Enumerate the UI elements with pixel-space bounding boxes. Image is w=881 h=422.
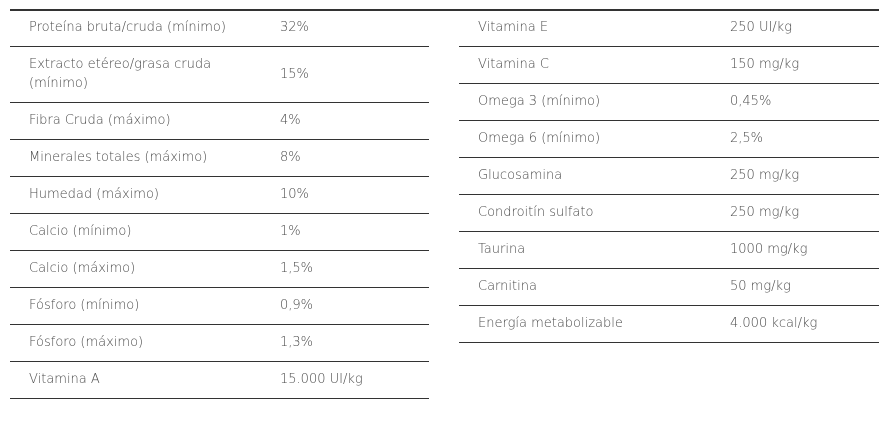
label-cell: Vitamina C bbox=[478, 57, 549, 72]
label-cell: Humedad (máximo) bbox=[29, 187, 159, 202]
label-cell: Fósforo (máximo) bbox=[29, 335, 144, 350]
table-row: Vitamina E 250 UI/kg bbox=[459, 11, 879, 47]
table-row: Energía metabolizable 4.000 kcal/kg bbox=[459, 306, 879, 343]
value-cell: 4% bbox=[280, 113, 301, 128]
top-rule bbox=[10, 9, 879, 11]
nutrition-table-left: Proteína bruta/cruda (mínimo) 32% Extracto… bbox=[10, 11, 429, 399]
label-cell: Calcio (mínimo) bbox=[29, 224, 132, 239]
label-cell: Energía metabolizable bbox=[478, 316, 623, 331]
value-cell: 0,9% bbox=[280, 298, 314, 313]
table-row: Minerales totales (máximo) 8% bbox=[10, 140, 429, 177]
table-row: Fósforo (mínimo) 0,9% bbox=[10, 288, 429, 325]
value-cell: 250 UI/kg bbox=[730, 20, 793, 35]
table-row: Vitamina A 15.000 UI/kg bbox=[10, 362, 429, 399]
label-cell: Calcio (máximo) bbox=[29, 261, 136, 276]
table-row: Glucosamina 250 mg/kg bbox=[459, 158, 879, 195]
table-row: Humedad (máximo) 10% bbox=[10, 177, 429, 214]
value-cell: 1000 mg/kg bbox=[730, 242, 808, 257]
label-cell: Fibra Cruda (máximo) bbox=[29, 113, 171, 128]
table-row: Taurina 1000 mg/kg bbox=[459, 232, 879, 269]
value-cell: 15% bbox=[280, 66, 309, 82]
label-cell: Fósforo (mínimo) bbox=[29, 298, 140, 313]
table-row: Fibra Cruda (máximo) 4% bbox=[10, 103, 429, 140]
label-cell: Minerales totales (máximo) bbox=[29, 150, 208, 165]
table-row: Carnitina 50 mg/kg bbox=[459, 269, 879, 306]
table-row: Vitamina C 150 mg/kg bbox=[459, 47, 879, 84]
value-cell: 0,45% bbox=[730, 94, 772, 109]
table-row: Omega 3 (mínimo) 0,45% bbox=[459, 84, 879, 121]
table-row: Omega 6 (mínimo) 2,5% bbox=[459, 121, 879, 158]
value-cell: 50 mg/kg bbox=[730, 279, 791, 294]
value-cell: 2,5% bbox=[730, 131, 764, 146]
label-cell: Vitamina E bbox=[478, 20, 549, 35]
label-cell: Vitamina A bbox=[29, 372, 100, 387]
value-cell: 32% bbox=[280, 20, 309, 35]
value-cell: 1% bbox=[280, 224, 301, 239]
value-cell: 1,3% bbox=[280, 335, 314, 350]
value-cell: 15.000 UI/kg bbox=[280, 372, 363, 387]
table-row: Proteína bruta/cruda (mínimo) 32% bbox=[10, 11, 429, 47]
table-row: Condroitín sulfato 250 mg/kg bbox=[459, 195, 879, 232]
table-row: Calcio (mínimo) 1% bbox=[10, 214, 429, 251]
value-cell: 250 mg/kg bbox=[730, 205, 800, 220]
label-cell: Condroitín sulfato bbox=[478, 205, 594, 220]
label-cell: Proteína bruta/cruda (mínimo) bbox=[29, 20, 226, 35]
value-cell: 150 mg/kg bbox=[730, 57, 800, 72]
label-cell: Extracto etéreo/grasa cruda (mínimo) bbox=[29, 57, 212, 91]
value-cell: 8% bbox=[280, 150, 301, 165]
value-cell: 1,5% bbox=[280, 261, 314, 276]
label-cell: Glucosamina bbox=[478, 168, 563, 183]
label-cell: Carnitina bbox=[478, 279, 537, 294]
table-row: Calcio (máximo) 1,5% bbox=[10, 251, 429, 288]
label-cell: Taurina bbox=[478, 242, 526, 257]
value-cell: 250 mg/kg bbox=[730, 168, 800, 183]
table-row: Extracto etéreo/grasa cruda (mínimo) 15% bbox=[10, 47, 429, 103]
label-cell: Omega 3 (mínimo) bbox=[478, 94, 601, 109]
value-cell: 4.000 kcal/kg bbox=[730, 316, 818, 331]
label-cell: Omega 6 (mínimo) bbox=[478, 131, 601, 146]
nutrition-table-right: Vitamina E 250 UI/kg Vitamina C 150 mg/kg Om… bbox=[459, 11, 879, 343]
table-row: Fósforo (máximo) 1,3% bbox=[10, 325, 429, 362]
value-cell: 10% bbox=[280, 187, 309, 202]
